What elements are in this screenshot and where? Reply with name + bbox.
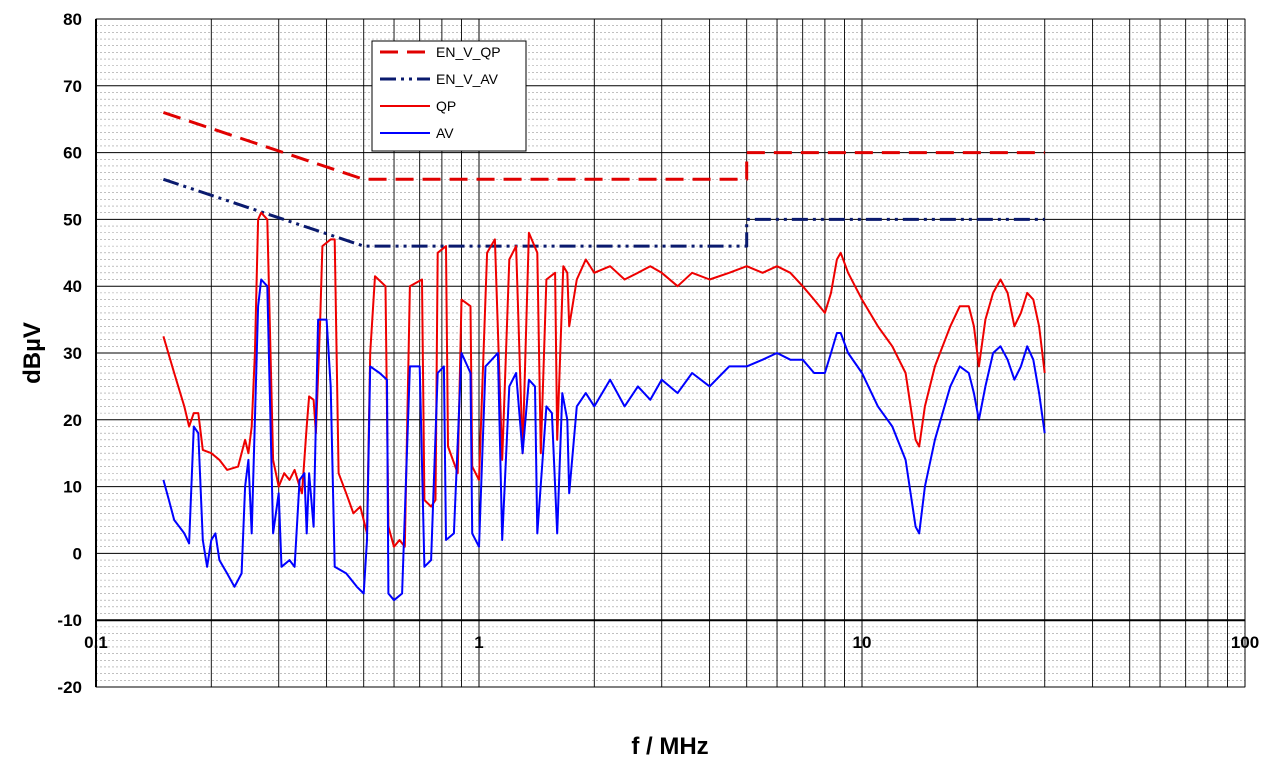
series-line-qp [162,211,1046,548]
series-line-av [162,278,1046,602]
legend-items: EN_V_QP EN_V_AV QP AV [380,44,501,141]
y-tick-label: 20 [63,411,82,430]
legend-label: AV [436,125,454,141]
legend: EN_V_QP EN_V_AV QP AV [371,40,527,152]
y-tick-label: 10 [63,478,82,497]
y-tick-label: -10 [57,611,82,630]
x-tick-label: 100 [1231,633,1259,652]
legend-label: EN_V_QP [436,44,501,60]
y-tick-label: 50 [63,210,82,229]
y-tick-labels: 80 70 60 50 40 30 20 10 0 -10 -20 [57,10,82,697]
legend-label: EN_V_AV [436,71,499,87]
x-axis-title: f / MHz [631,733,708,760]
y-tick-label: 0 [73,544,82,563]
series-line-en-v-av [162,177,1045,248]
y-tick-label: 60 [63,144,82,163]
y-tick-label: 30 [63,344,82,363]
minor-gridlines-y [96,25,1245,681]
y-tick-label: 70 [63,77,82,96]
series-layer [162,111,1046,602]
y-tick-label: 40 [63,277,82,296]
x-tick-label: 10 [853,633,872,652]
y-tick-label: -20 [57,678,82,697]
y-axis-title: dBµV [19,322,46,384]
x-tick-label: 0.1 [84,633,108,652]
x-tick-labels: 0.1 1 10 100 [84,633,1259,652]
series-line-en-v-qp [162,111,1045,181]
y-tick-label: 80 [63,10,82,29]
x-tick-label: 1 [474,633,483,652]
legend-label: QP [436,98,456,114]
